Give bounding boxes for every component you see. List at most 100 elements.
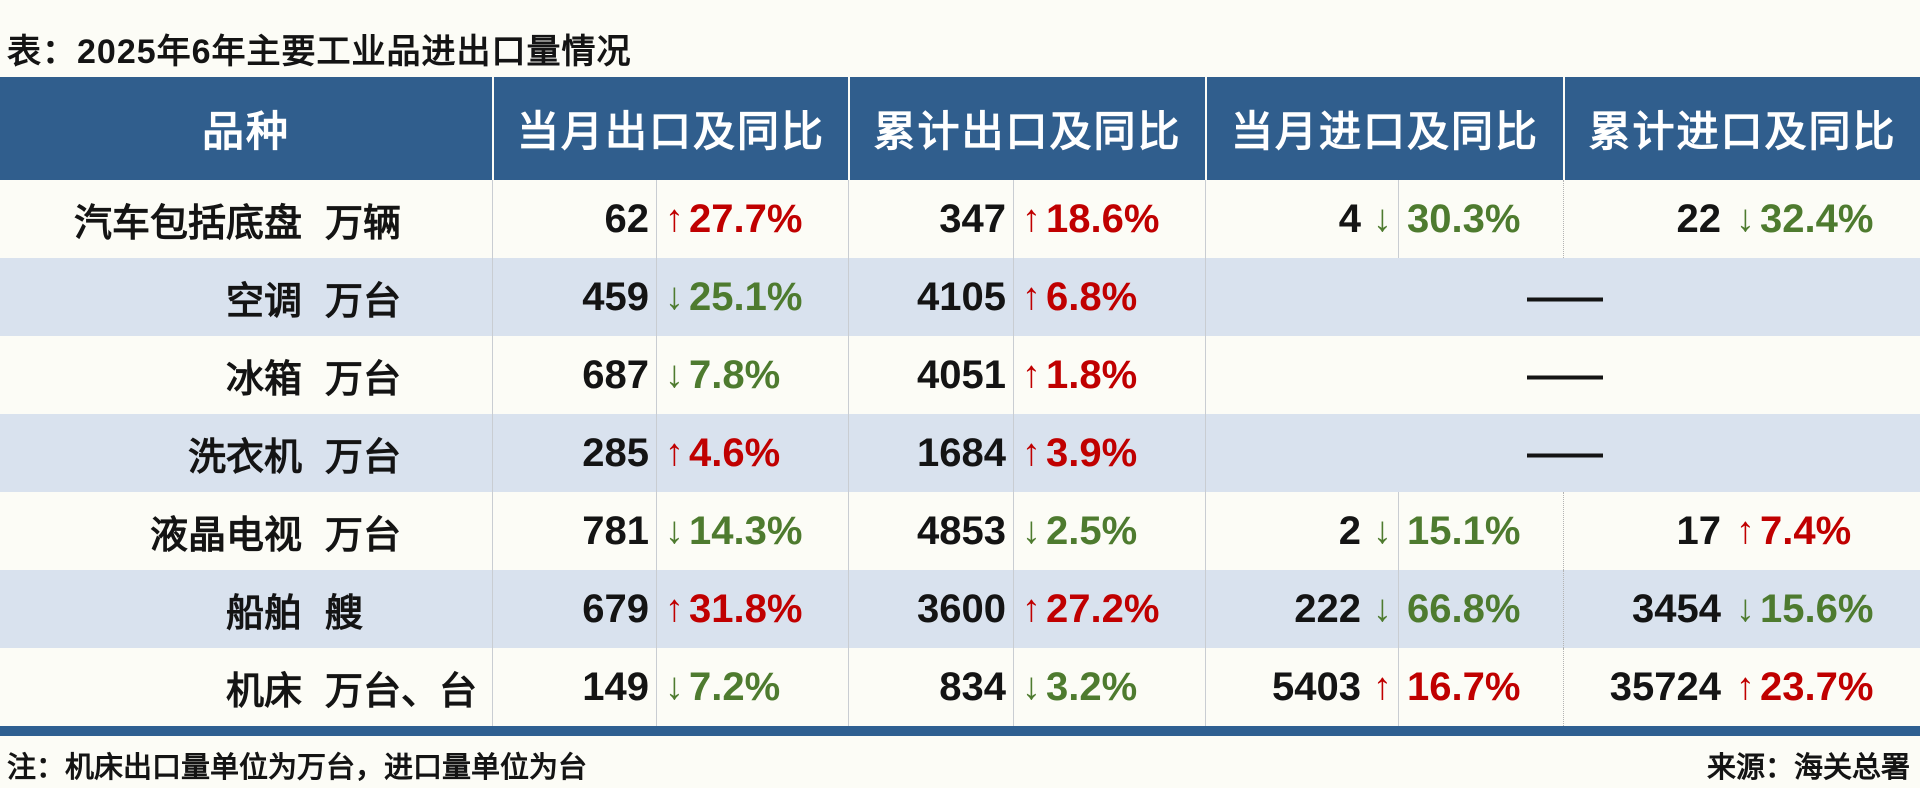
table-row: 汽车包括底盘 万辆 62 ↑ 27.7% 347 ↑ 18.6% 4 ↓ 30.3% 22 ↓ 32.4% — [0, 180, 1920, 258]
value-number: 347 — [849, 180, 1014, 258]
value-text: 4105 — [917, 274, 1006, 319]
value-percent: 66.8% — [1399, 570, 1563, 648]
header-cell-month-import: 当月进口及同比 — [1205, 77, 1563, 180]
product-name: 汽车包括底盘 — [73, 202, 302, 245]
percent-text: 7.4% — [1760, 508, 1852, 553]
value-cell: 3600 ↑ 27.2% — [848, 570, 1205, 648]
value-percent: ↑ 23.7% — [1728, 648, 1920, 726]
value-text: 459 — [582, 274, 649, 319]
data-table: 品种 当月出口及同比 累计出口及同比 当月进口及同比 累计进口及同比 汽车包括底… — [0, 77, 1920, 726]
down-arrow-icon: ↓ — [1373, 198, 1392, 240]
header-label: 品种 — [201, 110, 290, 156]
product-name: 空调 — [225, 280, 302, 323]
product-name: 液晶电视 — [149, 514, 302, 557]
product-cell: 机床 万台、台 — [0, 648, 492, 726]
value-percent: ↓ 25.1% — [657, 258, 848, 336]
product-unit: 万台 — [325, 514, 402, 557]
percent-text: 27.7% — [689, 196, 803, 241]
value-text: 3454 — [1632, 586, 1721, 631]
table-row: 液晶电视 万台 781 ↓ 14.3% 4853 ↓ 2.5% 2 ↓ 15.1% 17 ↑ 7.4% — [0, 492, 1920, 570]
value-number: 679 — [493, 570, 657, 648]
value-cell: 687 ↓ 7.8% — [492, 336, 848, 414]
product-cell: 冰箱 万台 — [0, 336, 492, 414]
value-number: 4 ↓ — [1206, 180, 1399, 258]
up-arrow-icon: ↑ — [665, 198, 684, 240]
percent-text: 14.3% — [689, 508, 803, 553]
down-arrow-icon: ↓ — [1022, 666, 1041, 708]
no-data-dash: —— — [1527, 352, 1603, 397]
value-number: 62 — [493, 180, 657, 258]
value-text: 3600 — [917, 586, 1006, 631]
percent-text: 66.8% — [1407, 586, 1521, 631]
percent-text: 31.8% — [689, 586, 803, 631]
percent-text: 7.8% — [689, 352, 781, 397]
value-text: 62 — [604, 196, 650, 241]
value-text: 5403 — [1272, 664, 1361, 709]
percent-text: 23.7% — [1760, 664, 1874, 709]
value-percent: ↑ 6.8% — [1014, 258, 1205, 336]
value-text: 679 — [582, 586, 649, 631]
table-row: 洗衣机 万台 285 ↑ 4.6% 1684 ↑ 3.9% —— — [0, 414, 1920, 492]
value-text: 35724 — [1609, 664, 1721, 709]
value-cell: 781 ↓ 14.3% — [492, 492, 848, 570]
down-arrow-icon: ↓ — [1736, 198, 1755, 240]
percent-text: 6.8% — [1046, 274, 1138, 319]
value-text: 17 — [1676, 508, 1722, 553]
value-cell: 347 ↑ 18.6% — [848, 180, 1205, 258]
value-cell: 17 ↑ 7.4% — [1563, 492, 1920, 570]
up-arrow-icon: ↑ — [665, 432, 684, 474]
up-arrow-icon: ↑ — [1022, 432, 1041, 474]
value-cell: 149 ↓ 7.2% — [492, 648, 848, 726]
value-cell: 459 ↓ 25.1% — [492, 258, 848, 336]
footer-source: 来源：海关总署 — [1706, 752, 1910, 784]
up-arrow-icon: ↑ — [1736, 666, 1755, 708]
product-name: 洗衣机 — [187, 436, 302, 479]
value-text: 2 — [1338, 508, 1361, 553]
up-arrow-icon: ↑ — [1022, 588, 1041, 630]
product-cell: 船舶艘 — [0, 570, 492, 648]
header-label: 累计进口及同比 — [1588, 110, 1897, 156]
value-text: 4051 — [917, 352, 1006, 397]
product-cell: 洗衣机 万台 — [0, 414, 492, 492]
percent-text: 30.3% — [1407, 196, 1521, 241]
up-arrow-icon: ↑ — [1022, 354, 1041, 396]
product-unit: 万台 — [325, 280, 402, 323]
value-cell: 4051 ↑ 1.8% — [848, 336, 1205, 414]
value-number: 834 — [849, 648, 1014, 726]
value-percent: ↓ 32.4% — [1728, 180, 1920, 258]
no-data-cell: —— — [1205, 336, 1920, 414]
value-percent: ↑ 4.6% — [657, 414, 848, 492]
value-cell: 3454 ↓ 15.6% — [1563, 570, 1920, 648]
header-cell-cumulative-export: 累计出口及同比 — [848, 77, 1205, 180]
value-percent: 16.7% — [1399, 648, 1563, 726]
value-text: 834 — [939, 664, 1006, 709]
value-number: 22 — [1564, 180, 1728, 258]
up-arrow-icon: ↑ — [1373, 666, 1392, 708]
value-percent: ↑ 3.9% — [1014, 414, 1205, 492]
table-row: 机床 万台、台 149 ↓ 7.2% 834 ↓ 3.2% 5403 ↑ 16.7% 35724 ↑ 23… — [0, 648, 1920, 726]
percent-text: 15.1% — [1407, 508, 1521, 553]
table-row: 空调 万台 459 ↓ 25.1% 4105 ↑ 6.8% —— — [0, 258, 1920, 336]
no-data-cell: —— — [1205, 414, 1920, 492]
footer-note: 注：机床出口量单位为万台，进口量单位为台 — [7, 752, 588, 784]
value-cell: 35724 ↑ 23.7% — [1563, 648, 1920, 726]
value-number: 459 — [493, 258, 657, 336]
table-row: 冰箱 万台 687 ↓ 7.8% 4051 ↑ 1.8% —— — [0, 336, 1920, 414]
value-text: 149 — [582, 664, 649, 709]
product-cell: 液晶电视 万台 — [0, 492, 492, 570]
value-percent: ↑ 7.4% — [1728, 492, 1920, 570]
product-unit: 万台 — [325, 358, 402, 401]
value-cell: 834 ↓ 3.2% — [848, 648, 1205, 726]
value-cell: 679 ↑ 31.8% — [492, 570, 848, 648]
value-cell: 5403 ↑ 16.7% — [1205, 648, 1563, 726]
value-number: 4853 — [849, 492, 1014, 570]
product-name: 冰箱 — [225, 358, 302, 401]
value-cell: 4853 ↓ 2.5% — [848, 492, 1205, 570]
table-row: 船舶艘 679 ↑ 31.8% 3600 ↑ 27.2% 222 ↓ 66.8% 3454 ↓ 15.6… — [0, 570, 1920, 648]
value-percent: ↓ 15.6% — [1728, 570, 1920, 648]
value-number: 285 — [493, 414, 657, 492]
percent-text: 18.6% — [1046, 196, 1160, 241]
down-arrow-icon: ↓ — [665, 276, 684, 318]
table-body: 汽车包括底盘 万辆 62 ↑ 27.7% 347 ↑ 18.6% 4 ↓ 30.3% 22 ↓ 32.4%… — [0, 180, 1920, 726]
down-arrow-icon: ↓ — [1373, 510, 1392, 552]
